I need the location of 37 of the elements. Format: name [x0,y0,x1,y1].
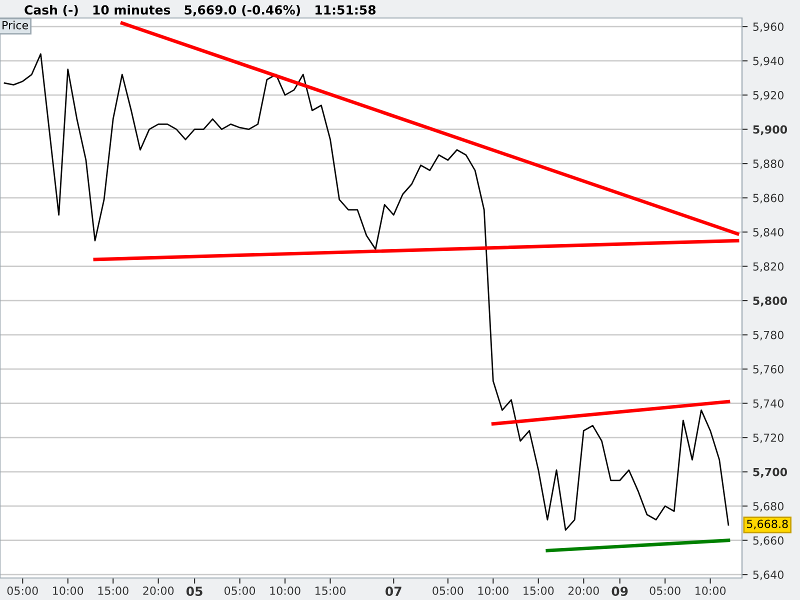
y-tick-label: 5,920 [753,91,784,101]
y-tick-label: 5,760 [753,365,784,375]
y-tick-label: 5,840 [753,228,784,238]
y-tick-label: 5,940 [753,56,784,66]
x-tick-label: 15:00 [524,586,554,595]
y-tick-label: 5,660 [753,536,784,546]
y-tick-label: 5,740 [753,399,784,409]
chart-title: Cash (-) 10 minutes 5,669.0 (-0.46%) 11:51:58 [24,4,376,16]
x-tick-label: 05:00 [432,586,464,595]
line-series [4,53,730,531]
y-tick-label: 5,700 [753,468,788,478]
x-tick-label: 20:00 [143,586,174,595]
x-tick-label: 15:00 [98,586,128,595]
y-tick-label: 5,900 [753,125,788,136]
y-tick-label: 5,960 [753,22,784,32]
x-tick-label: 05:00 [7,586,38,595]
y-tick-label: 5,640 [753,570,784,580]
x-tick-label: 05:00 [650,586,680,595]
annotation: Price [2,20,28,30]
y-tick-label: 5,780 [753,330,784,340]
x-tick-label: 10:00 [270,586,300,595]
y-tick-label: 5,680 [753,502,784,512]
x-tick-label: 10:00 [478,586,508,595]
x-tick-label: 05:00 [224,586,256,595]
x-tick-label: 07 [386,586,402,596]
x-tick-label: 10:00 [696,586,726,595]
y-tick-label: 5,880 [753,160,784,170]
x-tick-label: 09 [612,586,628,596]
x-tick-label: 10:00 [53,586,84,595]
y-tick-label: 5,800 [753,296,788,306]
y-tick-label: 5,720 [753,434,784,444]
y-tick-label: 5,860 [753,194,784,204]
x-tick-label: 15:00 [315,586,346,595]
x-tick-label: 20:00 [568,586,599,595]
x-tick-label: 05 [186,586,202,596]
y-tick-label: 5,820 [753,262,784,272]
text: 5,668.8 [747,520,788,530]
